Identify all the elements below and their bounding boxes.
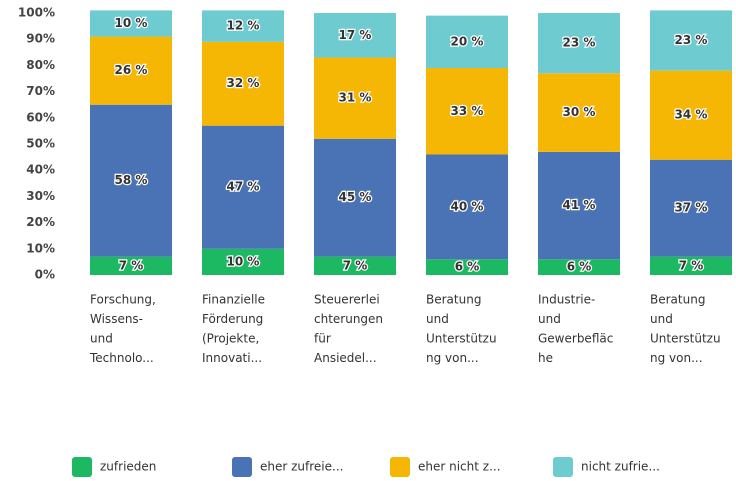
value-label: 45 % (339, 190, 372, 204)
value-label: 33 % (451, 104, 484, 118)
bar-segment (426, 15, 508, 69)
value-label: 32 % (227, 76, 260, 90)
bar-segment (314, 138, 396, 257)
bar-segment (426, 68, 508, 155)
x-tick-label: Beratung (650, 293, 705, 307)
legend-label: eher nicht z... (418, 460, 501, 474)
bar-segment (202, 10, 284, 42)
value-label: 47 % (227, 180, 260, 194)
legend-swatch (232, 457, 252, 477)
x-tick-label: Innovati... (202, 351, 262, 365)
value-label: 6 % (567, 260, 592, 274)
value-label: 26 % (115, 63, 148, 77)
x-tick-label: chterungen (314, 312, 383, 326)
x-tick-label: he (538, 351, 553, 365)
x-tick-label: (Projekte, (202, 332, 259, 346)
bar-segment (538, 151, 620, 260)
value-label: 17 % (339, 28, 372, 42)
x-tick-label: Forschung, (90, 293, 156, 307)
y-tick-label: 0% (35, 268, 55, 282)
x-tick-label: Unterstützu (426, 332, 497, 346)
x-tick-label: Förderung (202, 312, 263, 326)
bar-segment (650, 10, 732, 71)
bar-segment (650, 256, 732, 275)
x-tick-label: und (426, 312, 449, 326)
y-tick-label: 40% (26, 163, 55, 177)
value-label: 20 % (451, 34, 484, 48)
value-label: 7 % (119, 258, 144, 272)
legend-swatch (72, 457, 92, 477)
value-label: 41 % (563, 198, 596, 212)
bar-segment (314, 256, 396, 275)
value-label: 23 % (563, 36, 596, 50)
value-label: 7 % (679, 258, 704, 272)
x-tick-label: ng von... (426, 351, 479, 365)
bar-segment (90, 10, 172, 37)
y-tick-label: 90% (26, 32, 55, 46)
value-label: 12 % (227, 19, 260, 33)
x-tick-label: Gewerbefläc (538, 332, 613, 346)
bar-segment (314, 57, 396, 139)
x-tick-label: Steuererlei (314, 293, 380, 307)
x-tick-label: ng von... (650, 351, 703, 365)
value-label: 40 % (451, 199, 484, 213)
y-tick-label: 80% (26, 58, 55, 72)
bar-segment (650, 70, 732, 160)
x-tick-label: Industrie- (538, 293, 595, 307)
y-tick-label: 100% (18, 6, 55, 20)
value-label: 23 % (675, 33, 708, 47)
x-tick-label: Beratung (426, 293, 481, 307)
value-label: 31 % (339, 91, 372, 105)
value-label: 10 % (115, 16, 148, 30)
x-tick-label: Wissens- (90, 312, 143, 326)
bar-segment (538, 73, 620, 152)
value-label: 37 % (675, 201, 708, 215)
value-label: 58 % (115, 173, 148, 187)
y-tick-label: 70% (26, 84, 55, 98)
bar-segment (202, 248, 284, 275)
value-label: 7 % (343, 258, 368, 272)
y-tick-label: 50% (26, 137, 55, 151)
legend-swatch (553, 457, 573, 477)
bar-segment (538, 13, 620, 74)
value-label: 6 % (455, 260, 480, 274)
legend-label: nicht zufrie... (581, 460, 660, 474)
legend-label: eher zufreie... (260, 460, 343, 474)
x-tick-label: Finanzielle (202, 293, 265, 307)
x-tick-label: und (90, 332, 113, 346)
x-tick-label: Unterstützu (650, 332, 721, 346)
y-tick-label: 10% (26, 241, 55, 255)
x-tick-label: für (314, 332, 331, 346)
bar-segment (426, 259, 508, 275)
bar-segment (90, 256, 172, 275)
y-tick-label: 20% (26, 215, 55, 229)
bar-segment (202, 41, 284, 126)
bar-segment (202, 125, 284, 249)
legend-label: zufrieden (100, 460, 156, 474)
bar-segment (650, 159, 732, 257)
bar-segment (90, 36, 172, 105)
legend-swatch (390, 457, 410, 477)
value-label: 30 % (563, 105, 596, 119)
x-tick-label: Technolo... (89, 351, 154, 365)
value-label: 34 % (675, 108, 708, 122)
bar-segment (426, 154, 508, 260)
x-tick-label: und (650, 312, 673, 326)
bar-segment (314, 13, 396, 58)
bar-segment (538, 259, 620, 275)
x-tick-label: Ansiedel... (314, 351, 377, 365)
y-tick-label: 60% (26, 110, 55, 124)
y-tick-label: 30% (26, 189, 55, 203)
value-label: 10 % (227, 254, 260, 268)
bar-segment (90, 104, 172, 257)
x-tick-label: und (538, 312, 561, 326)
